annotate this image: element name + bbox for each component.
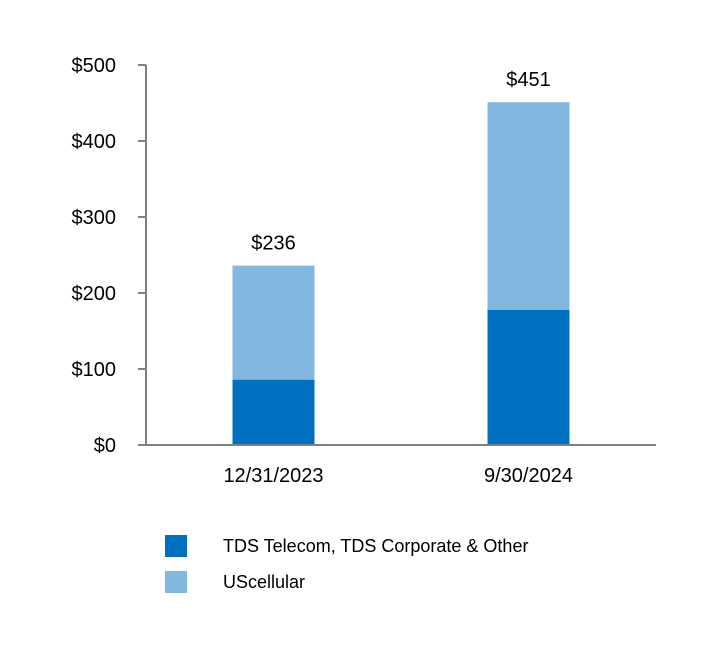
y-tick-label: $500 [72,55,117,77]
total-label: $236 [251,233,296,255]
legend-item-uscellular: UScellular [165,564,528,600]
y-tick-label: $100 [72,359,117,381]
y-tick-label: $400 [72,131,117,153]
x-tick-label: 9/30/2024 [484,465,573,487]
y-tick-label: $300 [72,207,117,229]
legend-item-tds: TDS Telecom, TDS Corporate & Other [165,528,528,564]
total-labels: $236 $451 [251,69,551,254]
legend-swatch-uscellular [165,571,187,593]
legend-label-uscellular: UScellular [223,571,306,592]
legend: TDS Telecom, TDS Corporate & Other UScel… [165,528,528,600]
stacked-bar-chart: $0 $100 $200 $300 $400 $500 12/31/2023 9/30/20… [72,55,656,487]
total-label: $451 [506,69,551,91]
y-tick-label: $0 [94,435,116,457]
x-tick-label: 12/31/2023 [223,465,323,487]
legend-swatch-tds [165,535,187,557]
y-tick-label: $200 [72,283,117,305]
bars [232,102,570,445]
bar-segment-tds-0 [232,379,315,445]
bar-segment-uscellular-1 [487,102,570,310]
x-axis: 12/31/2023 9/30/2024 [146,444,656,487]
bar-segment-uscellular-0 [232,265,315,380]
bar-segment-tds-1 [487,309,570,445]
legend-label-tds: TDS Telecom, TDS Corporate & Other [223,535,529,556]
y-axis: $0 $100 $200 $300 $400 $500 [72,55,147,457]
